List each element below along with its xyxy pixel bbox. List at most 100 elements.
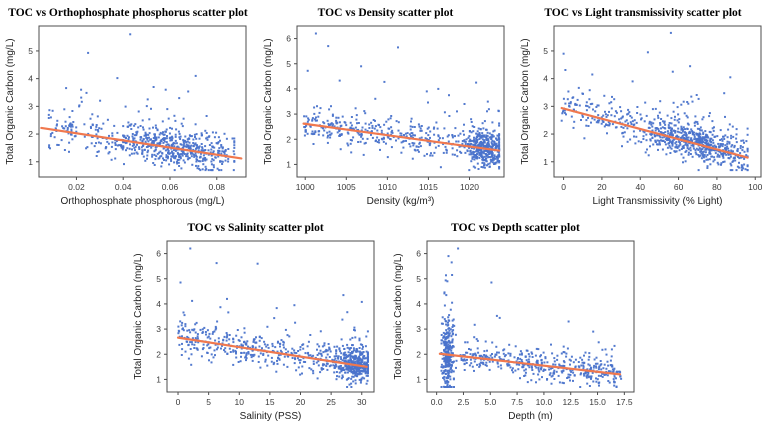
x-tick-label: 5.0 <box>484 397 496 407</box>
outlier-point <box>631 80 634 83</box>
outlier-point <box>447 94 450 97</box>
x-tick-label: 40 <box>636 182 646 192</box>
chart-canvas-salinity: 0 5 10 15 20 25 30 1 2 3 4 5 6 Salinity (PSS) Total Or… <box>133 240 374 422</box>
scatter-panel-salinity: TOC vs Salinity scatter plot 0 5 10 15 20 25 30… <box>130 215 382 430</box>
y-axis-label: Total Organic Carbon (mg/L) <box>133 253 144 379</box>
y-tick-label: 6 <box>416 249 421 259</box>
y-tick-label: 5 <box>156 274 161 284</box>
x-tick-label: 15 <box>265 397 275 407</box>
x-tick-label: 60 <box>674 182 684 192</box>
outlier-point <box>489 281 492 284</box>
y-tick-label: 4 <box>543 74 548 84</box>
y-tick-label: 4 <box>416 299 421 309</box>
x-tick-label: 1005 <box>336 182 355 192</box>
chart-canvas-light-transmissivity: 0 20 40 60 80 100 1 2 3 4 5 Light Transmissivity (%… <box>520 25 763 207</box>
y-tick-label: 2 <box>416 349 421 359</box>
x-tick-label: 5 <box>206 397 211 407</box>
outlier-point <box>306 69 309 72</box>
y-tick-label: 2 <box>286 134 291 144</box>
outlier-point <box>314 32 317 35</box>
x-axis-label: Salinity (PSS) <box>239 411 301 422</box>
y-tick-label: 3 <box>543 101 548 111</box>
outlier-point <box>444 294 447 297</box>
trend-line <box>40 126 243 160</box>
outlier-point <box>396 46 399 49</box>
x-tick-label: 25 <box>326 397 336 407</box>
y-tick-label: 2 <box>156 349 161 359</box>
outlier-point <box>359 65 362 68</box>
y-tick-label: 3 <box>416 324 421 334</box>
outlier-point <box>671 70 674 73</box>
outlier-point <box>194 74 197 77</box>
plot-frame <box>296 25 504 178</box>
x-tick-label: 0.08 <box>208 182 225 192</box>
y-tick-label: 4 <box>28 74 33 84</box>
outlier-point <box>474 81 477 84</box>
x-tick-label: 0.06 <box>162 182 179 192</box>
outlier-point <box>456 247 459 250</box>
x-tick-label: 0.02 <box>68 182 85 192</box>
plot-frame <box>166 240 374 393</box>
chart-title-light-transmissivity: TOC vs Light transmissivity scatter plot <box>544 7 742 19</box>
outlier-point <box>215 262 218 265</box>
chart-canvas-orthophosphate: 0.02 0.04 0.06 0.08 1 2 3 4 5 Orthophosphate phos… <box>5 25 247 207</box>
plot-frame <box>553 25 762 178</box>
scatter-points <box>302 32 500 172</box>
x-tick-label: 1020 <box>460 182 479 192</box>
outlier-point <box>562 52 565 55</box>
y-tick-label: 3 <box>156 324 161 334</box>
x-tick-label: 2.5 <box>457 397 469 407</box>
outlier-point <box>152 86 155 88</box>
trend-line <box>301 122 500 152</box>
outlier-point <box>360 300 363 303</box>
scatter-panel-light-transmissivity: TOC vs Light transmissivity scatter plot… <box>517 0 769 215</box>
trend-line <box>176 336 368 368</box>
outlier-point <box>425 90 428 93</box>
y-tick-label: 1 <box>28 157 33 167</box>
scatter-points <box>176 247 369 388</box>
y-axis-label: Total Organic Carbon (mg/L) <box>520 38 531 164</box>
outlier-point <box>689 65 692 68</box>
chart-title-depth: TOC vs Depth scatter plot <box>451 222 580 234</box>
trend-line <box>438 352 621 376</box>
y-axis-label: Total Organic Carbon (mg/L) <box>5 38 16 164</box>
y-tick-label: 6 <box>156 249 161 259</box>
outlier-point <box>567 320 570 323</box>
outlier-point <box>129 33 132 36</box>
outlier-point <box>225 297 228 300</box>
scatter-panel-depth: TOC vs Depth scatter plot 0.0 2.5 5.0 7.5 10.… <box>390 215 642 430</box>
x-tick-label: 0.0 <box>430 397 442 407</box>
bottom-row: TOC vs Salinity scatter plot 0 5 10 15 20 25 30… <box>0 215 771 430</box>
x-axis-label: Depth (m) <box>508 411 552 422</box>
chart-title-salinity: TOC vs Salinity scatter plot <box>187 222 324 234</box>
x-axis-label: Light Transmissivity (% Light) <box>592 196 722 207</box>
outlier-point <box>341 294 344 297</box>
x-tick-label: 1010 <box>377 182 396 192</box>
x-axis-label: Density (kg/m³) <box>366 196 434 207</box>
x-tick-label: 10 <box>234 397 244 407</box>
x-tick-label: 0 <box>175 397 180 407</box>
y-tick-label: 3 <box>28 101 33 111</box>
x-tick-label: 20 <box>295 397 305 407</box>
x-tick-label: 12.5 <box>562 397 579 407</box>
scatter-panel-orthophosphate: TOC vs Orthophosphate phosphorus scatter… <box>2 0 254 215</box>
x-tick-label: 100 <box>748 182 762 192</box>
y-tick-label: 5 <box>28 46 33 56</box>
outlier-point <box>591 73 594 76</box>
x-tick-label: 1015 <box>418 182 437 192</box>
y-tick-label: 5 <box>416 274 421 284</box>
y-tick-label: 1 <box>416 374 421 384</box>
x-tick-label: 10.0 <box>535 397 552 407</box>
outlier-point <box>179 281 181 284</box>
outlier-point <box>326 45 329 48</box>
x-tick-label: 80 <box>712 182 722 192</box>
y-tick-label: 1 <box>156 374 161 384</box>
x-tick-label: 17.5 <box>616 397 633 407</box>
outlier-point <box>256 262 259 265</box>
y-tick-label: 1 <box>286 159 291 169</box>
x-tick-label: 15.0 <box>589 397 606 407</box>
x-tick-label: 30 <box>357 397 367 407</box>
x-tick-label: 0 <box>561 182 566 192</box>
top-row: TOC vs Orthophosphate phosphorus scatter… <box>0 0 771 215</box>
